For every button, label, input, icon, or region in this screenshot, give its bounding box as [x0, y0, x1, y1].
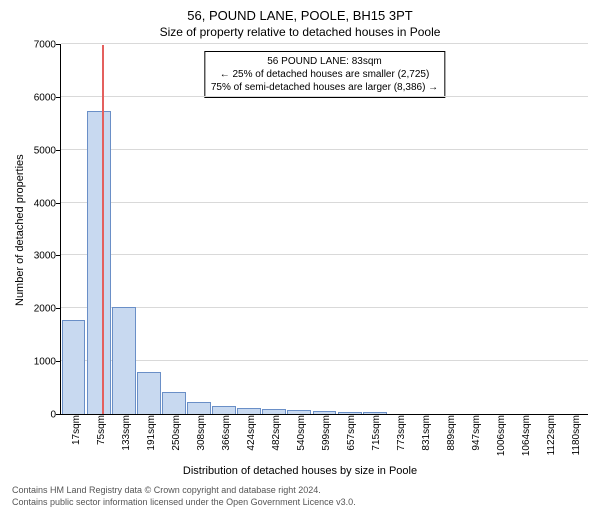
y-tick-label: 7000 [34, 40, 56, 51]
histogram-bar [137, 372, 161, 414]
y-ticks: 01000200030004000500060007000 [26, 45, 60, 415]
histogram-bar [62, 320, 86, 414]
title-block: 56, POUND LANE, POOLE, BH15 3PT Size of … [12, 8, 588, 39]
histogram-bar [112, 307, 136, 414]
x-axis-label: Distribution of detached houses by size … [12, 465, 588, 477]
y-tick-label: 4000 [34, 198, 56, 209]
gridline [61, 254, 588, 255]
histogram-bar [313, 411, 337, 414]
footer-line1: Contains HM Land Registry data © Crown c… [12, 485, 588, 497]
annotation-line1: 56 POUND LANE: 83sqm [211, 55, 438, 68]
x-tick-label: 191sqm [146, 415, 157, 451]
chart-container: 56, POUND LANE, POOLE, BH15 3PT Size of … [0, 0, 600, 500]
gridline [61, 149, 588, 150]
x-tick-label: 133sqm [121, 415, 132, 451]
y-tick-label: 1000 [34, 357, 56, 368]
y-axis-label: Number of detached properties [12, 45, 26, 415]
gridline [61, 307, 588, 308]
y-tick-label: 6000 [34, 92, 56, 103]
histogram-bar [287, 410, 311, 414]
x-tick-label: 250sqm [171, 415, 182, 451]
plot-area: 56 POUND LANE: 83sqm ← 25% of detached h… [60, 45, 588, 415]
x-tick-label: 599sqm [321, 415, 332, 451]
y-tick-label: 5000 [34, 145, 56, 156]
histogram-bar [87, 111, 111, 414]
chart-area: Number of detached properties 0100020003… [12, 45, 588, 415]
footer: Contains HM Land Registry data © Crown c… [12, 485, 588, 508]
sub-title: Size of property relative to detached ho… [12, 25, 588, 39]
property-marker-line [102, 45, 104, 414]
histogram-bar [162, 392, 186, 414]
x-tick-label: 17sqm [71, 415, 82, 445]
histogram-bar [262, 409, 286, 414]
footer-line2: Contains public sector information licen… [12, 497, 588, 508]
x-tick-label: 773sqm [396, 415, 407, 451]
annotation-line2: ← 25% of detached houses are smaller (2,… [211, 68, 438, 81]
x-tick-label: 366sqm [221, 415, 232, 451]
gridline [61, 43, 588, 44]
x-tick-label: 540sqm [296, 415, 307, 451]
x-tick-label: 715sqm [371, 415, 382, 451]
annotation-line3: 75% of semi-detached houses are larger (… [211, 81, 438, 94]
x-tick-label: 1122sqm [546, 415, 557, 455]
y-tick-label: 3000 [34, 251, 56, 262]
x-tick-label: 1006sqm [496, 415, 507, 456]
x-tick-label: 75sqm [96, 415, 107, 445]
x-tick-label: 308sqm [196, 415, 207, 451]
main-title: 56, POUND LANE, POOLE, BH15 3PT [12, 8, 588, 23]
x-tick-label: 947sqm [471, 415, 482, 451]
histogram-bar [237, 408, 261, 414]
gridline [61, 96, 588, 97]
histogram-bar [212, 406, 236, 414]
x-tick-label: 1064sqm [521, 415, 532, 456]
x-tick-label: 424sqm [246, 415, 257, 451]
x-tick-label: 1180sqm [571, 415, 582, 455]
gridline [61, 202, 588, 203]
histogram-bar [363, 412, 387, 414]
histogram-bar [187, 402, 211, 414]
x-ticks: 17sqm 75sqm 133sqm 191sqm 250sqm 308sqm 366sqm… [62, 415, 588, 463]
gridline [61, 360, 588, 361]
annotation-box: 56 POUND LANE: 83sqm ← 25% of detached h… [204, 51, 445, 98]
histogram-bar [338, 412, 362, 414]
x-tick-label: 482sqm [271, 415, 282, 451]
y-tick-label: 2000 [34, 304, 56, 315]
x-tick-label: 889sqm [446, 415, 457, 451]
x-tick-label: 831sqm [421, 415, 432, 451]
y-tick-label: 0 [50, 410, 56, 421]
x-tick-label: 657sqm [346, 415, 357, 451]
